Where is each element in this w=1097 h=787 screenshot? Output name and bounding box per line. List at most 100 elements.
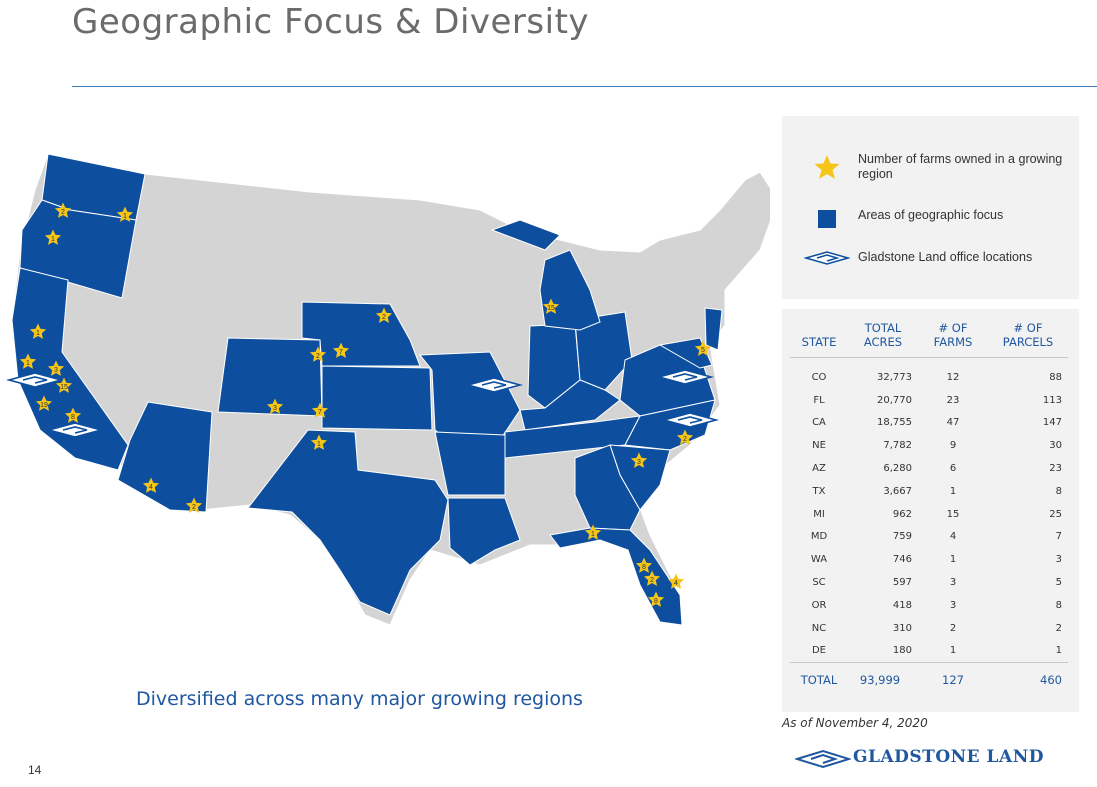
cell-state: FL [813, 394, 825, 406]
cell-parcels: 25 [1049, 508, 1062, 520]
star-icon [676, 429, 694, 445]
cell-parcels: 5 [1055, 577, 1062, 589]
cell-acres: 32,773 [877, 371, 912, 383]
cell-parcels: 23 [1049, 463, 1062, 475]
table-header-row: STATE TOTAL ACRES # OF FARMS # OF PARCEL… [790, 321, 1068, 358]
star-icon [667, 573, 685, 589]
farm-star-marker: 1 [19, 353, 37, 369]
farm-count-label: 2 [683, 436, 687, 443]
cell-acres: 20,770 [877, 394, 912, 406]
table-row: CA 18,755 47 147 [790, 412, 1068, 435]
farm-star-marker: 2 [309, 346, 327, 362]
header-state: STATE [790, 321, 848, 358]
cell-parcels: 8 [1055, 599, 1062, 611]
farm-count-label: 1 [123, 213, 127, 220]
cell-farms: 3 [949, 577, 957, 589]
cell-acres: 597 [892, 577, 912, 589]
farm-star-marker: 2 [676, 429, 694, 445]
table-row: MD 759 4 7 [790, 526, 1068, 549]
star-icon [694, 340, 712, 356]
star-icon [647, 591, 665, 607]
cell-acres: 180 [892, 645, 912, 657]
farm-count-label: 4 [674, 580, 678, 587]
cell-state: MD [810, 531, 828, 543]
cell-state: OR [811, 599, 827, 611]
star-icon [814, 155, 840, 179]
table-row: NC 310 2 2 [790, 617, 1068, 640]
us-map: 2 1 1 1 1 3 15 19 8 4 2 2 7 2 3 7 1 15 5 2 3 1 8 2 4 8 [0, 140, 770, 660]
star-icon [309, 346, 327, 362]
cell-acres: 18,755 [877, 417, 912, 429]
cell-state: DE [811, 645, 827, 657]
cell-farms: 1 [949, 645, 957, 657]
total-label: TOTAL [790, 662, 848, 698]
cell-farms: 1 [949, 554, 957, 566]
star-icon [47, 360, 65, 376]
star-icon [542, 298, 560, 314]
cell-parcels: 7 [1055, 531, 1062, 543]
cell-farms: 6 [949, 463, 957, 475]
table-row: TX 3,667 1 8 [790, 480, 1068, 503]
farm-count-label: 2 [61, 209, 65, 216]
farm-count-label: 1 [591, 531, 595, 538]
farm-count-label: 1 [51, 236, 55, 243]
star-icon [142, 477, 160, 493]
farm-star-marker: 15 [55, 377, 73, 393]
cell-state: WA [810, 554, 828, 566]
farm-count-label: 8 [71, 414, 75, 421]
farm-count-label: 2 [382, 314, 386, 321]
star-icon [19, 353, 37, 369]
farm-count-label: 15 [60, 384, 68, 391]
star-icon [64, 407, 82, 423]
cell-state: NE [812, 440, 826, 452]
farm-star-marker: 5 [694, 340, 712, 356]
farm-star-marker: 8 [647, 591, 665, 607]
star-icon [185, 497, 203, 513]
star-icon [310, 434, 328, 450]
cell-farms: 12 [946, 371, 960, 383]
farm-count-label: 4 [149, 484, 153, 491]
cell-acres: 962 [892, 508, 912, 520]
farm-count-label: 8 [654, 598, 658, 605]
table-row: WA 746 1 3 [790, 548, 1068, 571]
cell-acres: 7,782 [883, 440, 912, 452]
star-icon [584, 524, 602, 540]
star-icon [55, 377, 73, 393]
cell-farms: 1 [949, 485, 957, 497]
table-row: FL 20,770 23 113 [790, 389, 1068, 412]
header-parcels: # OF PARCELS [988, 321, 1068, 358]
cell-acres: 310 [892, 622, 912, 634]
title-divider [72, 86, 1097, 87]
company-logo: GLADSTONE LAND [793, 746, 1045, 772]
cell-parcels: 88 [1049, 371, 1062, 383]
farm-star-marker: 2 [375, 307, 393, 323]
legend-focus-label: Areas of geographic focus [858, 208, 1004, 222]
cell-state: CO [811, 371, 827, 383]
farm-star-marker: 7 [332, 342, 350, 358]
office-logo-icon [804, 251, 850, 265]
table-row: SC 597 3 5 [790, 571, 1068, 594]
farm-star-marker: 1 [116, 206, 134, 222]
legend-office-label: Gladstone Land office locations [858, 250, 1033, 264]
farm-count-label: 7 [339, 349, 343, 356]
star-icon [630, 452, 648, 468]
logo-mark-icon [793, 749, 853, 769]
cell-acres: 3,667 [883, 485, 912, 497]
cell-parcels: 8 [1055, 485, 1062, 497]
star-icon [54, 202, 72, 218]
farm-star-marker: 1 [29, 323, 47, 339]
farm-star-marker: 7 [311, 402, 329, 418]
cell-parcels: 2 [1055, 622, 1062, 634]
total-farms: 127 [918, 662, 988, 698]
farm-count-label: 19 [40, 402, 48, 409]
cell-farms: 3 [949, 599, 957, 611]
office-locations [5, 369, 720, 438]
star-icon [266, 398, 284, 414]
table-row: CO 32,773 12 88 [790, 358, 1068, 389]
cell-farms: 47 [946, 417, 960, 429]
farm-count-label: 1 [36, 330, 40, 337]
farm-star-marker: 1 [584, 524, 602, 540]
table-row: AZ 6,280 6 23 [790, 457, 1068, 480]
cell-farms: 9 [949, 440, 957, 452]
farm-count-label: 15 [547, 305, 555, 312]
